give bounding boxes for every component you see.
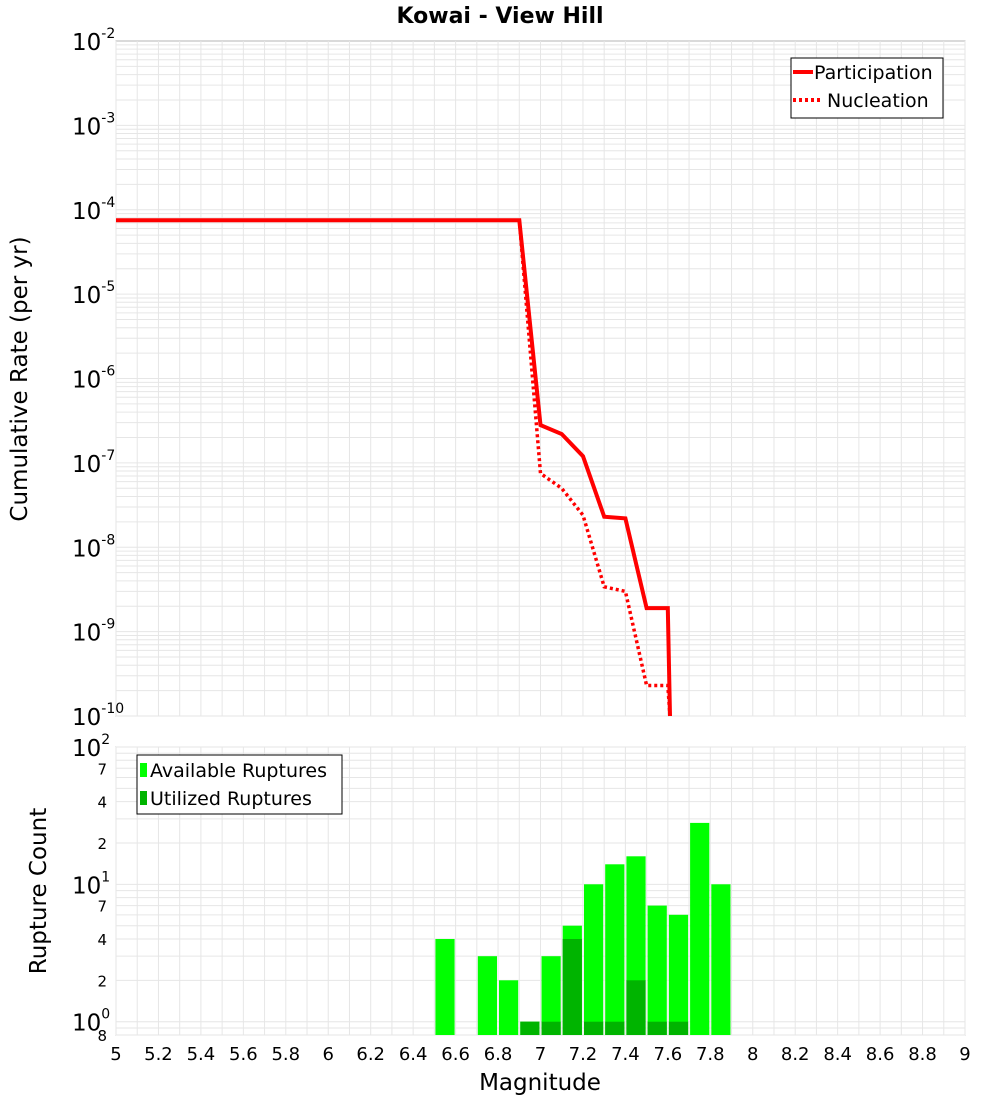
x-axis-label: Magnitude bbox=[479, 1070, 601, 1096]
top-y-tick-label: 10-2 bbox=[72, 26, 115, 56]
bottom-y-minor-label: 7 bbox=[97, 760, 107, 778]
x-tick-label: 7.2 bbox=[569, 1044, 598, 1065]
x-tick-label: 6.6 bbox=[441, 1044, 470, 1065]
x-tick-label: 8.2 bbox=[781, 1044, 810, 1065]
top-y-tick-labels: 10-2 10-3 10-4 10-5 10-6 10-7 10-8 10-9 10-10 bbox=[72, 26, 124, 731]
x-tick-label: 8.4 bbox=[823, 1044, 852, 1065]
bottom-legend-box bbox=[136, 754, 343, 815]
available-rupture-bar bbox=[690, 822, 710, 1035]
x-tick-label: 7.6 bbox=[654, 1044, 683, 1065]
utilized-rupture-bar bbox=[668, 1021, 689, 1035]
x-tick-label: 5.6 bbox=[229, 1044, 258, 1065]
bottom-y-tick-label: 102 bbox=[72, 732, 110, 762]
utilized-legend-swatch bbox=[140, 791, 147, 805]
utilized-rupture-bar bbox=[541, 1021, 561, 1035]
top-y-tick-label: 10-6 bbox=[72, 364, 115, 394]
available-rupture-bar bbox=[711, 884, 731, 1035]
bottom-legend: Available Ruptures Utilized Ruptures bbox=[136, 754, 343, 815]
bottom-bars-group bbox=[435, 822, 731, 1035]
top-series-group bbox=[116, 218, 672, 717]
available-rupture-bar bbox=[668, 914, 689, 1035]
available-rupture-bar bbox=[499, 980, 519, 1035]
x-tick-label: 5 bbox=[110, 1044, 121, 1065]
x-tick-label: 6 bbox=[323, 1044, 334, 1065]
top-y-axis-label: Cumulative Rate (per yr) bbox=[7, 236, 33, 521]
available-legend-label: Available Ruptures bbox=[150, 760, 327, 782]
participation-line bbox=[116, 218, 672, 717]
utilized-rupture-bar bbox=[520, 1021, 540, 1035]
bottom-y-minor-label: 4 bbox=[97, 794, 107, 812]
top-grid bbox=[115, 41, 966, 717]
nucleation-line bbox=[116, 218, 672, 717]
x-tick-label: 9 bbox=[959, 1044, 970, 1065]
utilized-rupture-bar bbox=[626, 980, 646, 1035]
bottom-grid bbox=[115, 746, 966, 1036]
utilized-legend-label: Utilized Ruptures bbox=[150, 788, 312, 810]
top-legend-box bbox=[790, 57, 944, 119]
top-legend: Participation Nucleation bbox=[790, 57, 944, 119]
top-y-tick-label: 10-4 bbox=[72, 195, 115, 225]
available-legend-swatch bbox=[140, 763, 147, 777]
available-rupture-bar bbox=[647, 905, 667, 1035]
available-rupture-bar bbox=[435, 939, 455, 1035]
chart-title: Kowai - View Hill bbox=[396, 4, 603, 29]
bottom-y-minor-label: 8 bbox=[97, 1027, 107, 1045]
x-tick-label: 8 bbox=[747, 1044, 758, 1065]
bottom-y-minor-label: 7 bbox=[97, 898, 107, 916]
participation-legend-label: Participation bbox=[814, 62, 933, 84]
x-tick-label: 8.8 bbox=[908, 1044, 937, 1065]
utilized-rupture-bar bbox=[562, 939, 582, 1035]
top-y-tick-label: 10-7 bbox=[72, 448, 115, 478]
x-tick-label: 7 bbox=[535, 1044, 546, 1065]
x-tick-label: 6.4 bbox=[399, 1044, 428, 1065]
bottom-y-axis-label: Rupture Count bbox=[26, 808, 52, 974]
available-rupture-bar bbox=[605, 864, 625, 1035]
top-y-tick-label: 10-3 bbox=[72, 110, 115, 140]
bottom-y-minor-label: 2 bbox=[97, 972, 107, 990]
top-y-tick-label: 10-8 bbox=[72, 532, 115, 562]
available-rupture-bar bbox=[477, 956, 497, 1035]
utilized-rupture-bar bbox=[605, 1021, 625, 1035]
utilized-rupture-bar bbox=[584, 1021, 604, 1035]
available-rupture-bar bbox=[541, 956, 561, 1035]
bottom-y-tick-label: 101 bbox=[72, 869, 110, 899]
x-tick-label: 6.2 bbox=[356, 1044, 385, 1065]
x-tick-label: 5.2 bbox=[144, 1044, 173, 1065]
top-y-tick-label: 10-10 bbox=[72, 701, 124, 731]
available-rupture-bar bbox=[584, 884, 604, 1035]
x-tick-label: 5.4 bbox=[187, 1044, 216, 1065]
top-panel: 10-2 10-3 10-4 10-5 10-6 10-7 10-8 10-9 10-10 Cu… bbox=[7, 26, 966, 731]
x-tick-label: 8.6 bbox=[866, 1044, 895, 1065]
x-tick-label: 6.8 bbox=[484, 1044, 513, 1065]
nucleation-legend-label: Nucleation bbox=[827, 90, 929, 112]
top-y-tick-label: 10-9 bbox=[72, 617, 115, 647]
x-tick-label: 7.4 bbox=[611, 1044, 640, 1065]
x-tick-labels: 5 5.2 5.4 5.6 5.8 6 6.2 6.4 6.6 6.8 7 7.2 7.4 7.6 7.8 8… bbox=[110, 1044, 970, 1065]
bottom-y-minor-label: 4 bbox=[97, 931, 107, 949]
top-y-tick-label: 10-5 bbox=[72, 279, 115, 309]
x-tick-label: 5.8 bbox=[271, 1044, 300, 1065]
bottom-y-minor-label: 2 bbox=[97, 835, 107, 853]
x-tick-label: 7.8 bbox=[696, 1044, 725, 1065]
utilized-rupture-bar bbox=[647, 1021, 667, 1035]
